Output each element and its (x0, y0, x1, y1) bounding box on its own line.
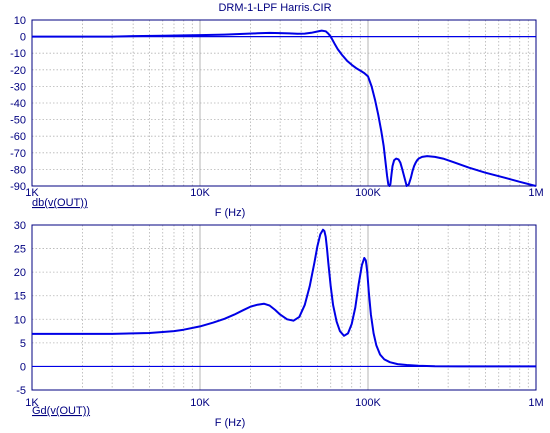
chart-title: DRM-1-LPF Harris.CIR (218, 2, 331, 14)
group-delay-x-tick-label: 1K (25, 397, 39, 409)
group-delay-x-axis-label: F (Hz) (215, 417, 246, 429)
magnitude-plot-frame (31, 19, 537, 187)
magnitude-y-tick-label: -20 (10, 65, 26, 77)
group-delay-plot-frame (31, 224, 537, 391)
group-delay-series-label: Gd(v(OUT)) (32, 405, 90, 417)
group-delay-y-tick-label: 25 (14, 244, 26, 256)
magnitude-y-tick-label: 0 (20, 32, 26, 44)
magnitude-x-tick-label: 100K (355, 187, 381, 199)
magnitude-y-tick-label: -50 (10, 115, 26, 127)
magnitude-x-tick-label: 10K (190, 187, 210, 199)
magnitude-y-tick-label: -60 (10, 131, 26, 143)
group-delay-panel: 30 25 20 15 10 5 0 -51K 10K 100K 1M (14, 220, 544, 409)
group-delay-y-tick-label: -5 (16, 385, 26, 397)
magnitude-y-tick-label: 10 (14, 15, 26, 27)
group-delay-x-tick-label: 1M (528, 397, 543, 409)
group-delay-y-tick-label: 0 (20, 361, 26, 373)
group-delay-y-tick-label: 10 (14, 314, 26, 326)
magnitude-y-tick-label: -80 (10, 164, 26, 176)
group-delay-x-tick-label: 100K (355, 397, 381, 409)
magnitude-x-tick-label: 1M (528, 187, 543, 199)
magnitude-y-tick-label: -40 (10, 98, 26, 110)
group-delay-y-tick-label: 30 (14, 220, 26, 232)
magnitude-y-tick-label: -90 (10, 181, 26, 193)
magnitude-x-tick-label: 1K (25, 187, 39, 199)
magnitude-series-line (32, 29, 536, 187)
group-delay-y-tick-label: 15 (14, 291, 26, 303)
magnitude-series-label: db(v(OUT)) (32, 197, 88, 209)
magnitude-y-tick-label: -10 (10, 48, 26, 60)
magnitude-x-axis-label: F (Hz) (215, 207, 246, 219)
group-delay-y-tick-label: 20 (14, 267, 26, 279)
magnitude-panel: 10 0 -10 -20 -30 -40 -50 -60 -70 -80 -90 1K 10K 100K 1… (10, 15, 544, 199)
magnitude-y-tick-label: -70 (10, 148, 26, 160)
group-delay-series-line (32, 228, 536, 368)
magnitude-y-tick-label: -30 (10, 81, 26, 93)
group-delay-x-tick-label: 10K (190, 397, 210, 409)
group-delay-y-tick-label: 5 (20, 338, 26, 350)
